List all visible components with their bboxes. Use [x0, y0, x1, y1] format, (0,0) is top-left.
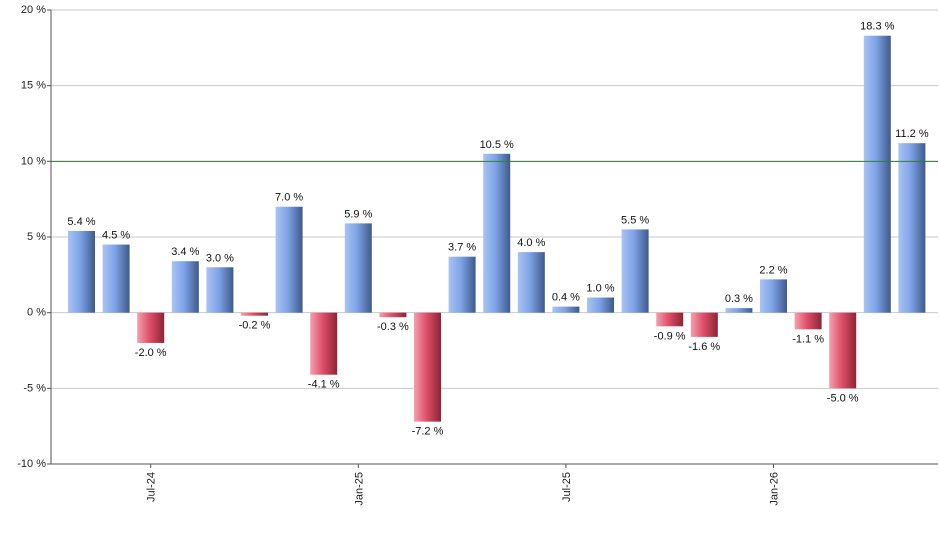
- data-labels: 5.4 % 4.5 % -2.0 % 3.4 % 3.0 % -0.2 % 7.0 % -4.…: [67, 21, 928, 438]
- data-label: 5.5 %: [621, 214, 649, 226]
- y-tick-label: 10 %: [21, 155, 46, 167]
- data-label: -0.2 %: [239, 320, 271, 332]
- bar: [206, 267, 234, 313]
- data-label: 3.7 %: [448, 242, 476, 254]
- bar: [379, 312, 407, 318]
- data-label: 5.4 %: [67, 216, 95, 228]
- bar: [760, 279, 787, 313]
- bar: [690, 312, 718, 337]
- bar: [829, 312, 857, 389]
- x-tick-label: Jul-25: [561, 472, 573, 502]
- x-tick-label: Jan-26: [769, 472, 781, 506]
- bar: [310, 312, 338, 375]
- bar: [517, 252, 545, 313]
- bar: [863, 35, 891, 313]
- data-label: 3.0 %: [206, 252, 234, 264]
- bars: [68, 35, 926, 422]
- bar: [656, 312, 684, 327]
- data-label: -5.0 %: [827, 392, 859, 404]
- y-tick-label: 20 %: [21, 4, 46, 16]
- data-label: 3.4 %: [171, 246, 199, 258]
- bar: [137, 312, 165, 343]
- y-tick-label: -5 %: [23, 382, 46, 394]
- data-label: -2.0 %: [135, 347, 167, 359]
- bar: [725, 308, 753, 313]
- bar: [344, 223, 372, 313]
- y-tick-label: 5 %: [27, 231, 46, 243]
- data-label: 10.5 %: [480, 139, 514, 151]
- data-label: -7.2 %: [412, 426, 444, 438]
- data-label: 11.2 %: [895, 128, 929, 140]
- x-tick-label: Jul-24: [146, 472, 158, 502]
- bar: [241, 312, 268, 316]
- data-label: 5.9 %: [344, 208, 372, 220]
- bar: [275, 206, 303, 313]
- axes: 20 % 15 % 10 % 5 % 0 % -5 % -10 % Jul-24 Jan-25 J…: [17, 4, 938, 506]
- data-label: -1.1 %: [792, 333, 824, 345]
- data-label: 7.0 %: [275, 192, 303, 204]
- y-tick-label: 0 %: [27, 307, 46, 319]
- data-label: 4.0 %: [517, 237, 545, 249]
- data-label: -4.1 %: [308, 379, 340, 391]
- bar: [483, 153, 511, 313]
- y-tick-label: -10 %: [17, 458, 46, 470]
- data-label: 0.4 %: [552, 292, 580, 304]
- data-label: -0.3 %: [377, 321, 409, 333]
- bar: [794, 312, 822, 330]
- data-label: -0.9 %: [654, 330, 686, 342]
- data-label: 4.5 %: [102, 230, 130, 242]
- bar: [898, 143, 926, 313]
- data-label: 1.0 %: [586, 283, 614, 295]
- bar: [171, 261, 199, 313]
- bar: [552, 306, 580, 313]
- bar: [414, 312, 441, 422]
- bar: [68, 230, 95, 313]
- x-tick-label: Jan-25: [353, 472, 365, 506]
- bar: [621, 229, 649, 313]
- data-label: -1.6 %: [688, 341, 720, 353]
- bar: [587, 297, 614, 313]
- data-label: 2.2 %: [759, 264, 787, 276]
- y-tick-label: 15 %: [21, 80, 46, 92]
- bar: [448, 256, 476, 313]
- data-label: 18.3 %: [860, 21, 894, 33]
- data-label: 0.3 %: [725, 293, 753, 305]
- bar: [102, 244, 130, 313]
